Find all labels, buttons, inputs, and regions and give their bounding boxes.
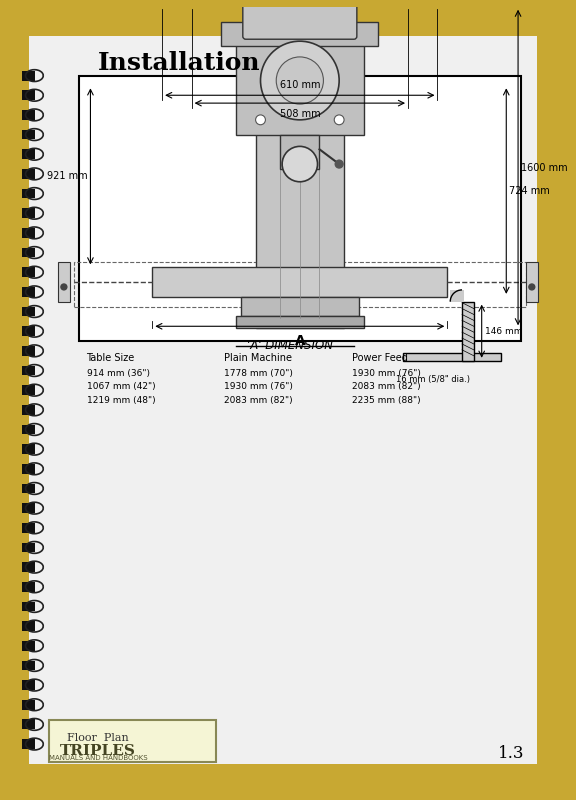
Bar	[22, 306, 35, 317]
Bar	[22, 444, 35, 454]
Text: Power Feed: Power Feed	[352, 353, 408, 363]
Bar	[58, 262, 70, 302]
Circle shape	[282, 146, 317, 182]
Bar	[22, 130, 35, 139]
Bar	[22, 602, 35, 611]
Text: Table Size: Table Size	[86, 353, 135, 363]
Text: 610 mm: 610 mm	[279, 80, 320, 90]
Bar	[22, 287, 35, 297]
Bar	[22, 150, 35, 159]
Bar	[22, 739, 35, 749]
Text: 1930 mm (76"): 1930 mm (76")	[224, 382, 293, 391]
Text: 914 mm (36"): 914 mm (36")	[86, 369, 150, 378]
Bar	[22, 621, 35, 631]
Bar	[22, 405, 35, 414]
Text: 1067 mm (42"): 1067 mm (42")	[86, 382, 155, 391]
Bar	[22, 267, 35, 277]
Bar	[22, 248, 35, 258]
Bar	[22, 661, 35, 670]
Text: Floor  Plan: Floor Plan	[67, 733, 129, 743]
Bar	[22, 366, 35, 375]
Bar	[280, 134, 320, 169]
Text: A: A	[294, 334, 305, 348]
Bar	[153, 267, 448, 297]
Bar	[22, 542, 35, 552]
Text: 724 mm: 724 mm	[509, 186, 550, 196]
Text: 2235 mm (88"): 2235 mm (88")	[352, 396, 420, 405]
Bar	[22, 110, 35, 120]
Bar	[236, 36, 363, 134]
Bar	[22, 386, 35, 395]
Bar	[526, 262, 538, 302]
Circle shape	[276, 57, 323, 104]
Bar	[49, 721, 216, 762]
Bar	[22, 425, 35, 434]
Bar	[22, 70, 35, 81]
Bar	[462, 302, 474, 361]
Text: 1600 mm: 1600 mm	[521, 162, 567, 173]
Bar	[22, 700, 35, 710]
Text: 2083 mm (82"): 2083 mm (82")	[352, 382, 420, 391]
Text: 'A' DIMENSION: 'A' DIMENSION	[247, 339, 333, 352]
Circle shape	[335, 160, 343, 168]
Circle shape	[256, 115, 266, 125]
Text: 16 mm (5/8" dia.): 16 mm (5/8" dia.)	[396, 375, 469, 385]
Bar	[22, 523, 35, 533]
Bar	[22, 680, 35, 690]
FancyBboxPatch shape	[243, 0, 357, 39]
Text: 2083 mm (82"): 2083 mm (82")	[224, 396, 293, 405]
Circle shape	[61, 284, 67, 290]
Bar	[22, 326, 35, 336]
Bar	[22, 346, 35, 356]
Bar	[22, 483, 35, 494]
Text: 921 mm: 921 mm	[47, 171, 88, 182]
Bar	[241, 297, 359, 317]
Bar	[22, 169, 35, 179]
Bar	[256, 115, 344, 328]
Bar	[22, 503, 35, 513]
Bar	[74, 262, 526, 306]
Bar	[403, 353, 501, 361]
Text: 508 mm: 508 mm	[279, 109, 320, 119]
Bar	[236, 317, 363, 328]
Circle shape	[529, 284, 535, 290]
Bar	[22, 90, 35, 100]
Bar	[22, 464, 35, 474]
Bar	[79, 75, 521, 341]
Text: TRIPLES: TRIPLES	[60, 744, 137, 758]
Circle shape	[334, 115, 344, 125]
Text: MANUALS AND HANDBOOKS: MANUALS AND HANDBOOKS	[49, 755, 147, 761]
Bar	[22, 562, 35, 572]
Bar	[450, 290, 464, 302]
Text: Installation: Installation	[98, 51, 261, 75]
Bar	[221, 22, 378, 46]
Text: 1.3: 1.3	[498, 746, 524, 762]
Bar	[22, 719, 35, 730]
Bar	[22, 189, 35, 198]
Bar	[22, 228, 35, 238]
Circle shape	[260, 41, 339, 120]
Text: 1930 mm (76"): 1930 mm (76")	[352, 369, 421, 378]
Bar	[22, 208, 35, 218]
Bar	[29, 36, 537, 764]
Text: 146 mm: 146 mm	[484, 326, 522, 336]
Text: 1219 mm (48"): 1219 mm (48")	[86, 396, 155, 405]
Bar	[22, 582, 35, 592]
Bar	[22, 641, 35, 650]
Text: Plain Machine: Plain Machine	[224, 353, 292, 363]
Text: 1778 mm (70"): 1778 mm (70")	[224, 369, 293, 378]
